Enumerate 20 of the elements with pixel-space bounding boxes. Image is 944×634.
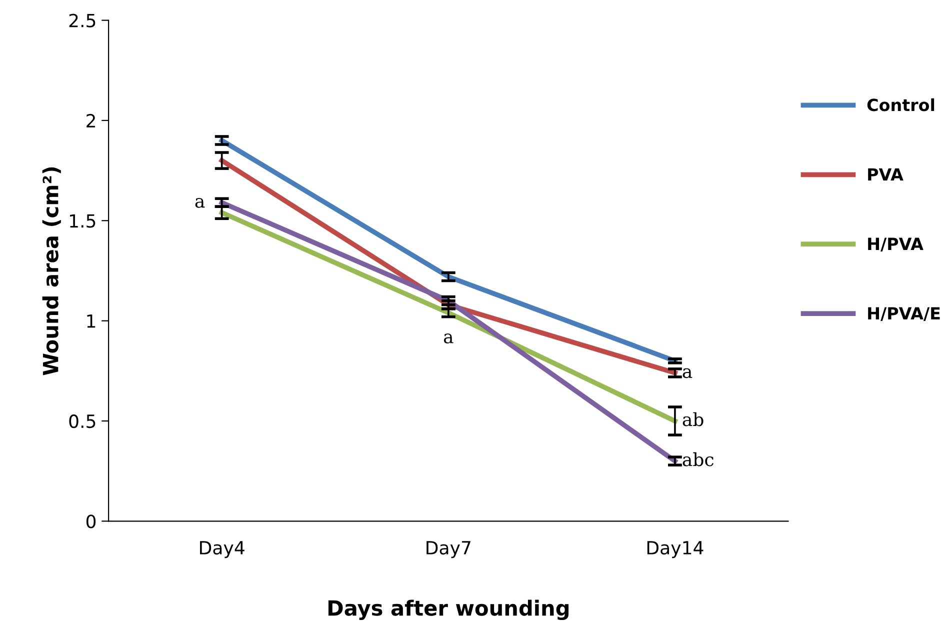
y-axis-title: Wound area (cm²) <box>42 167 61 376</box>
y-tick-label: 2 <box>86 114 95 128</box>
y-tick-label: 2.5 <box>69 14 96 28</box>
annotation: ab <box>682 412 704 426</box>
legend-label: H/PVA/E <box>868 307 940 321</box>
y-tick-label: 1.5 <box>70 214 96 228</box>
x-tick-label: Day4 <box>200 541 244 558</box>
y-tick-label: 0 <box>86 514 96 528</box>
y-tick-label: 0.5 <box>69 414 96 428</box>
x-tick-label: Day14 <box>647 541 704 558</box>
annotation: abc <box>682 452 714 466</box>
annotation: a <box>195 198 205 208</box>
x-axis-title: Days after wounding <box>328 600 568 620</box>
legend-label: Control <box>867 98 934 112</box>
legend-label: PVA <box>868 168 904 180</box>
y-tick-label: 1 <box>87 314 96 328</box>
x-tick-label: Day7 <box>426 541 470 558</box>
annotation: a <box>682 368 692 378</box>
legend-label: H/PVA <box>868 238 924 252</box>
annotation: a <box>444 334 454 344</box>
